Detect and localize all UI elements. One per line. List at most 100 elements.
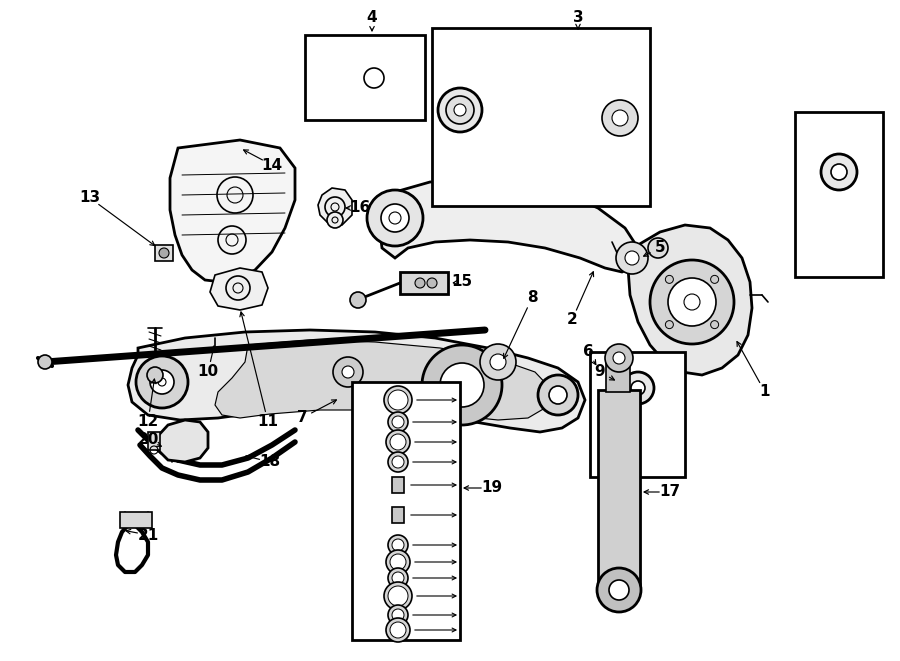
Bar [590, 352, 685, 477]
Circle shape [342, 366, 354, 378]
Circle shape [390, 434, 406, 450]
Bar [120, 512, 152, 528]
Text: 15: 15 [452, 274, 472, 290]
Circle shape [381, 204, 409, 232]
Circle shape [612, 110, 628, 126]
Circle shape [388, 568, 408, 588]
Circle shape [650, 260, 734, 344]
Text: 4: 4 [366, 11, 377, 26]
Circle shape [597, 568, 641, 612]
Circle shape [831, 164, 847, 180]
Circle shape [549, 386, 567, 404]
Circle shape [327, 212, 343, 228]
Text: 10: 10 [197, 364, 219, 379]
Text: 5: 5 [654, 241, 665, 256]
Circle shape [821, 154, 857, 190]
Circle shape [665, 321, 673, 329]
Text: 21: 21 [138, 527, 158, 543]
Text: 7: 7 [297, 410, 307, 426]
Circle shape [388, 535, 408, 555]
Circle shape [386, 550, 410, 574]
Circle shape [390, 554, 406, 570]
Text: 18: 18 [259, 455, 281, 469]
Circle shape [446, 96, 474, 124]
Bar [148, 432, 160, 450]
Text: 1: 1 [760, 385, 770, 399]
Circle shape [625, 251, 639, 265]
Circle shape [648, 238, 668, 258]
Text: 9: 9 [595, 364, 606, 379]
Circle shape [711, 276, 718, 284]
Text: 12: 12 [138, 414, 158, 430]
Polygon shape [156, 420, 208, 462]
Circle shape [388, 605, 408, 625]
Circle shape [388, 452, 408, 472]
Circle shape [415, 278, 425, 288]
Circle shape [609, 580, 629, 600]
Text: 2: 2 [567, 313, 578, 327]
Circle shape [392, 539, 404, 551]
Polygon shape [452, 76, 628, 142]
Bar [352, 382, 460, 640]
Circle shape [388, 586, 408, 606]
Bar [305, 35, 425, 120]
Circle shape [147, 367, 163, 383]
Circle shape [392, 456, 404, 468]
Text: 14: 14 [261, 157, 283, 173]
Bar [606, 362, 630, 392]
Text: 3: 3 [572, 11, 583, 26]
Bar [432, 28, 650, 206]
Circle shape [388, 412, 408, 432]
Circle shape [38, 355, 52, 369]
Text: 17: 17 [660, 485, 680, 500]
Text: 19: 19 [482, 481, 502, 496]
Text: 16: 16 [349, 200, 371, 215]
Circle shape [490, 354, 506, 370]
Bar [392, 507, 404, 523]
Circle shape [392, 609, 404, 621]
Circle shape [150, 370, 174, 394]
Circle shape [622, 372, 654, 404]
Circle shape [136, 356, 188, 408]
Circle shape [450, 100, 470, 120]
Circle shape [438, 88, 482, 132]
Circle shape [422, 345, 502, 425]
Polygon shape [318, 188, 352, 225]
Bar [400, 272, 448, 294]
Polygon shape [215, 340, 552, 420]
Text: 11: 11 [257, 414, 278, 430]
Text: 8: 8 [526, 290, 537, 305]
Circle shape [665, 276, 673, 284]
Circle shape [616, 242, 648, 274]
Polygon shape [356, 62, 392, 98]
Text: 13: 13 [79, 190, 101, 206]
Circle shape [602, 100, 638, 136]
Polygon shape [380, 180, 638, 272]
Bar [392, 477, 404, 493]
Circle shape [711, 321, 718, 329]
Circle shape [650, 358, 670, 378]
Circle shape [631, 381, 645, 395]
Text: 20: 20 [138, 432, 158, 447]
Circle shape [384, 386, 412, 414]
Circle shape [392, 416, 404, 428]
Bar [155, 245, 173, 261]
Circle shape [390, 622, 406, 638]
Polygon shape [170, 140, 295, 282]
Circle shape [613, 352, 625, 364]
Polygon shape [128, 330, 585, 432]
Circle shape [350, 292, 366, 308]
Circle shape [386, 430, 410, 454]
Circle shape [367, 190, 423, 246]
Bar [795, 112, 883, 277]
Circle shape [454, 104, 466, 116]
Circle shape [333, 357, 363, 387]
Circle shape [384, 582, 412, 610]
Polygon shape [628, 225, 752, 375]
Circle shape [538, 375, 578, 415]
Circle shape [388, 390, 408, 410]
Polygon shape [210, 268, 268, 310]
Circle shape [440, 363, 484, 407]
Circle shape [392, 572, 404, 584]
Circle shape [386, 618, 410, 642]
